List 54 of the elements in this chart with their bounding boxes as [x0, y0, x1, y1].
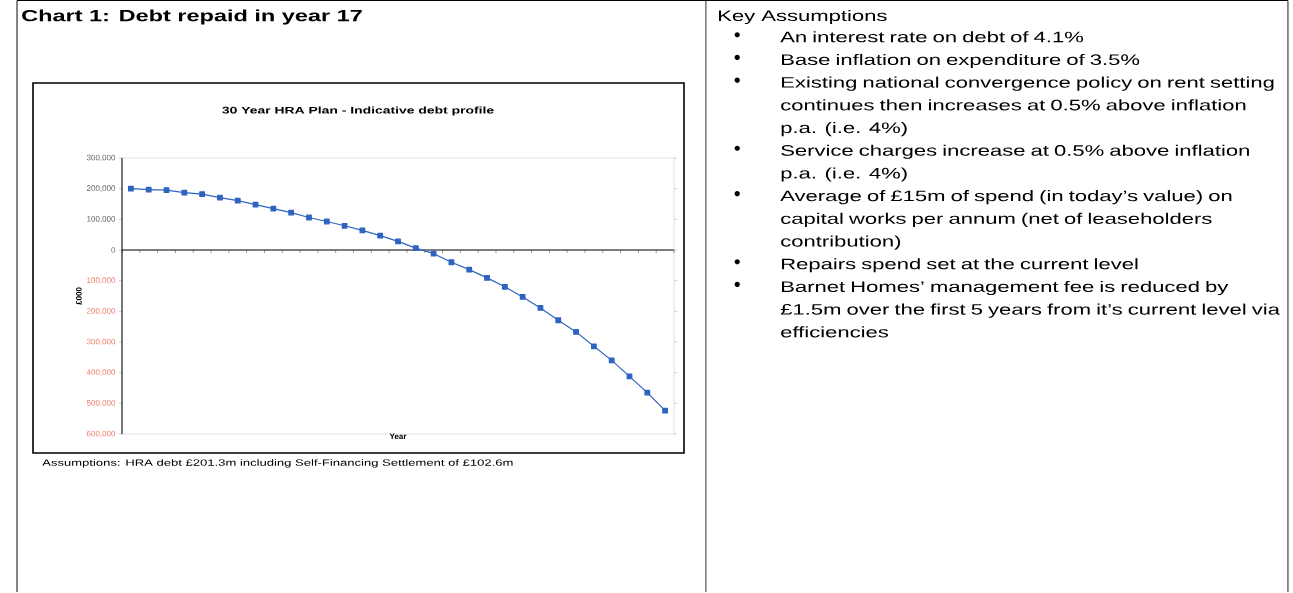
point	[626, 373, 633, 380]
x-axis-title: Year	[389, 433, 407, 440]
point	[484, 275, 490, 282]
point	[323, 218, 330, 225]
y-axis-title: £000	[76, 287, 82, 306]
y-tick-label: 500,000	[86, 400, 116, 407]
point	[395, 238, 401, 245]
text: Key Assumptions	[719, 10, 887, 25]
point	[466, 266, 473, 273]
point	[359, 227, 366, 234]
y-tick-label: 100,000	[87, 216, 116, 223]
point	[590, 343, 597, 350]
text: Service charges increase at 0.5% above inflation p.a. (i.e. 4%)	[781, 144, 1249, 182]
point	[644, 389, 651, 396]
text: Barnet Homes’ management fee is reduced by £1.5m over the first 5 years from it’s current level via efficiencies	[780, 281, 1280, 338]
y-tick-label: 300,000	[86, 338, 116, 346]
text: Assumptions: HRA debt £201.3m including Self-Financing Settlement of £102.6m	[42, 459, 513, 468]
point	[234, 197, 241, 204]
point	[128, 186, 134, 192]
point	[181, 190, 188, 196]
point	[252, 201, 259, 208]
text: Existing national convergence policy on rent setting continues then increases at 0.5% above inflation p.a. (i.e. 4%)	[781, 76, 1274, 137]
point	[145, 186, 152, 193]
chart-subtitle: 30 Year HRA Plan - Indicative debt profile	[222, 106, 494, 116]
point	[163, 187, 170, 194]
y-tick-label: 200,000	[86, 308, 116, 315]
point	[341, 223, 348, 229]
point	[519, 294, 526, 301]
point	[608, 357, 615, 364]
y-tick-label: 200,000	[86, 185, 116, 193]
point	[537, 305, 544, 312]
y-tick-label: 100,000	[87, 277, 116, 285]
y-tick-label: 0	[111, 247, 116, 254]
point	[430, 251, 437, 257]
point	[662, 408, 668, 414]
point	[199, 191, 206, 198]
chart-title: Chart 1: Debt repaid in year 17	[22, 9, 362, 25]
y-tick-label: 400,000	[86, 369, 116, 377]
point	[555, 317, 562, 324]
point	[448, 259, 455, 266]
point	[306, 214, 312, 221]
text: Average of £15m of spend (in today’s value) on capital works per annum (net of leaseholders contribution)	[780, 190, 1232, 250]
text: Repairs spend set at the current level	[782, 258, 1138, 273]
point	[270, 205, 277, 212]
point	[412, 245, 419, 252]
point	[217, 194, 223, 201]
point	[573, 329, 579, 336]
y-tick-label: 600,000	[86, 430, 116, 438]
point	[288, 209, 295, 216]
point	[377, 232, 384, 239]
y-tick-label: 300,000	[86, 154, 116, 162]
text: Base inflation on expenditure of 3.5%	[782, 54, 1140, 69]
point	[501, 284, 508, 290]
text: An interest rate on debt of 4.1%	[780, 31, 1084, 43]
